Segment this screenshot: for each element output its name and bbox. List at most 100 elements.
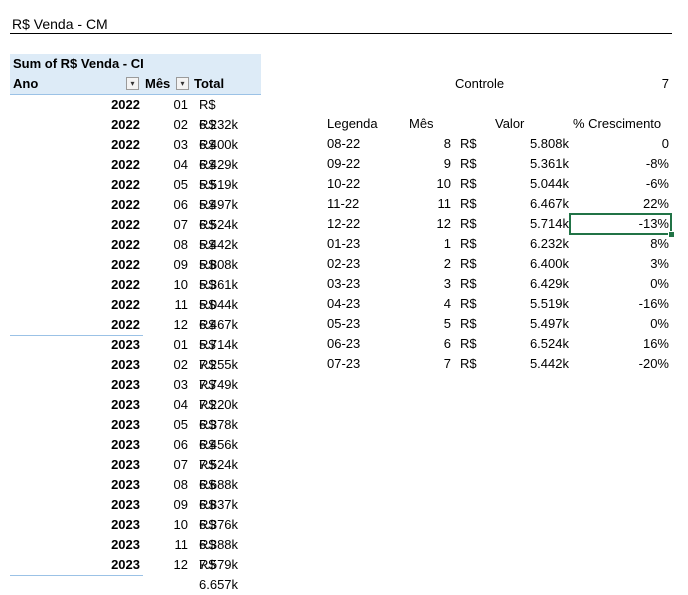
pivot-cell-ano[interactable]: 2022: [111, 317, 140, 332]
pivot-row[interactable]: 2023 04 R$ 6.378k: [10, 395, 261, 432]
pivot-row[interactable]: 2022 10 R$ 5.044k: [10, 275, 261, 312]
cell-currency[interactable]: R$: [460, 236, 477, 251]
cell-mes[interactable]: 3: [443, 276, 451, 291]
cell-currency[interactable]: R$: [460, 256, 477, 271]
pivot-cell-ano[interactable]: 2022: [111, 117, 140, 132]
cell-legenda[interactable]: 11-22: [327, 196, 360, 211]
cell-crescimento[interactable]: -16%: [638, 296, 669, 311]
pivot-cell-total[interactable]: R$ 7.749k: [199, 357, 239, 392]
pivot-cell-total[interactable]: R$ 5.808k: [199, 237, 239, 272]
pivot-table[interactable]: Sum of R$ Venda - CI Ano ▾ Mês ▾ Total 2…: [10, 54, 261, 592]
pivot-cell-mes[interactable]: 11: [174, 297, 189, 312]
pivot-cell-total[interactable]: R$ 6.376k: [199, 497, 239, 532]
pivot-cell-ano[interactable]: 2022: [111, 297, 140, 312]
pivot-cell-total[interactable]: R$ 7.579k: [199, 537, 239, 572]
pivot-cell-ano[interactable]: 2022: [111, 237, 140, 252]
pivot-row[interactable]: 2022 11 R$ 6.467k: [10, 295, 261, 332]
pivot-cell-ano[interactable]: 2023: [111, 557, 140, 572]
pivot-row[interactable]: 2022 07 R$ 5.442k: [10, 215, 261, 252]
pivot-cell-mes[interactable]: 05: [173, 417, 188, 432]
pivot-row[interactable]: 2022 02 R$ 6.400k: [10, 115, 261, 152]
cell-crescimento[interactable]: -8%: [645, 156, 669, 171]
cell-valor[interactable]: 5.442k: [529, 356, 569, 371]
cell-legenda[interactable]: 03-23: [327, 276, 361, 291]
cell-valor[interactable]: 6.467k: [529, 196, 569, 211]
cell-crescimento[interactable]: 0: [661, 136, 669, 151]
pivot-cell-ano[interactable]: 2023: [111, 377, 140, 392]
pivot-row[interactable]: 2023 06 R$ 7.524k: [10, 435, 261, 472]
pivot-cell-ano[interactable]: 2022: [111, 137, 140, 152]
pivot-row[interactable]: 2022 03 R$ 6.429k: [10, 135, 261, 172]
cell-legenda[interactable]: 04-23: [327, 296, 361, 311]
pivot-cell-mes[interactable]: 06: [173, 197, 188, 212]
pivot-cell-total[interactable]: R$ 5.714k: [199, 317, 239, 352]
cell-valor[interactable]: 5.044k: [529, 176, 569, 191]
cell-currency[interactable]: R$: [460, 136, 477, 151]
cell-valor[interactable]: 5.714k: [529, 216, 569, 231]
cell-mes[interactable]: 1: [443, 236, 451, 251]
cell-currency[interactable]: R$: [460, 356, 477, 371]
pivot-cell-mes[interactable]: 08: [173, 477, 188, 492]
pivot-header-ano[interactable]: Ano: [13, 76, 39, 91]
pivot-row[interactable]: 2022 09 R$ 5.361k: [10, 255, 261, 292]
pivot-cell-mes[interactable]: 03: [173, 137, 188, 152]
pivot-cell-ano[interactable]: 2022: [111, 217, 140, 232]
pivot-cell-total[interactable]: R$ 5.519k: [199, 157, 239, 192]
cell-legenda[interactable]: 01-23: [327, 236, 361, 251]
pivot-row[interactable]: 2023 11 R$ 7.579k: [10, 535, 261, 572]
cell-valor[interactable]: 5.808k: [529, 136, 569, 151]
cell-mes[interactable]: 9: [443, 156, 451, 171]
pivot-cell-ano[interactable]: 2022: [111, 97, 140, 112]
cell-crescimento[interactable]: -13%: [638, 216, 669, 231]
pivot-cell-total[interactable]: R$ 5.361k: [199, 257, 239, 292]
cell-mes[interactable]: 2: [443, 256, 451, 271]
pivot-cell-ano[interactable]: 2023: [111, 477, 140, 492]
pivot-cell-ano[interactable]: 2022: [111, 157, 140, 172]
cell-currency[interactable]: R$: [460, 196, 477, 211]
cell-crescimento[interactable]: 16%: [642, 336, 669, 351]
cell-crescimento[interactable]: 0%: [650, 316, 669, 331]
pivot-row[interactable]: 2022 01 R$ 6.232k: [10, 95, 261, 132]
cell-mes[interactable]: 11: [437, 196, 452, 211]
cell-valor[interactable]: 6.524k: [529, 336, 569, 351]
cell-legenda[interactable]: 06-23: [327, 336, 361, 351]
cell-crescimento[interactable]: -20%: [638, 356, 669, 371]
cell-crescimento[interactable]: 22%: [642, 196, 669, 211]
cell-mes[interactable]: 8: [443, 136, 451, 151]
pivot-cell-mes[interactable]: 10: [173, 517, 188, 532]
active-cell-selection[interactable]: [569, 213, 672, 235]
pivot-cell-mes[interactable]: 02: [173, 117, 188, 132]
pivot-cell-ano[interactable]: 2023: [111, 437, 140, 452]
pivot-cell-total[interactable]: R$ 6.837k: [199, 477, 239, 512]
pivot-cell-total[interactable]: R$ 7.524k: [199, 437, 239, 472]
ano-filter-icon[interactable]: ▾: [126, 77, 139, 90]
pivot-cell-total[interactable]: R$ 6.388k: [199, 517, 239, 552]
cell-crescimento[interactable]: 3%: [650, 256, 669, 271]
controle-value[interactable]: 7: [661, 76, 669, 91]
cell-legenda[interactable]: 07-23: [327, 356, 361, 371]
cell-valor[interactable]: 6.232k: [529, 236, 569, 251]
pivot-cell-mes[interactable]: 04: [173, 157, 188, 172]
pivot-cell-total[interactable]: R$ 6.688k: [199, 457, 239, 492]
cell-currency[interactable]: R$: [460, 276, 477, 291]
pivot-cell-mes[interactable]: 09: [173, 497, 188, 512]
pivot-row[interactable]: 2023 01 R$ 7.255k: [10, 335, 261, 372]
pivot-cell-ano[interactable]: 2023: [111, 497, 140, 512]
pivot-cell-total[interactable]: R$ 6.232k: [199, 97, 239, 132]
cell-legenda[interactable]: 09-22: [327, 156, 361, 171]
pivot-cell-mes[interactable]: 07: [173, 217, 188, 232]
pivot-row[interactable]: 2023 07 R$ 6.688k: [10, 455, 261, 492]
cell-crescimento[interactable]: 0%: [650, 276, 669, 291]
pivot-cell-mes[interactable]: 04: [173, 397, 188, 412]
pivot-cell-mes[interactable]: 08: [173, 237, 188, 252]
cell-mes[interactable]: 5: [443, 316, 451, 331]
pivot-row[interactable]: 2023 02 R$ 7.749k: [10, 355, 261, 392]
cell-currency[interactable]: R$: [460, 216, 477, 231]
cell-valor[interactable]: 5.497k: [529, 316, 569, 331]
cell-currency[interactable]: R$: [460, 156, 477, 171]
cell-currency[interactable]: R$: [460, 316, 477, 331]
mes-filter-icon[interactable]: ▾: [176, 77, 189, 90]
pivot-cell-total[interactable]: R$ 6.524k: [199, 197, 239, 232]
pivot-value-header[interactable]: Sum of R$ Venda - CI: [10, 54, 261, 74]
pivot-row[interactable]: 2022 08 R$ 5.808k: [10, 235, 261, 272]
